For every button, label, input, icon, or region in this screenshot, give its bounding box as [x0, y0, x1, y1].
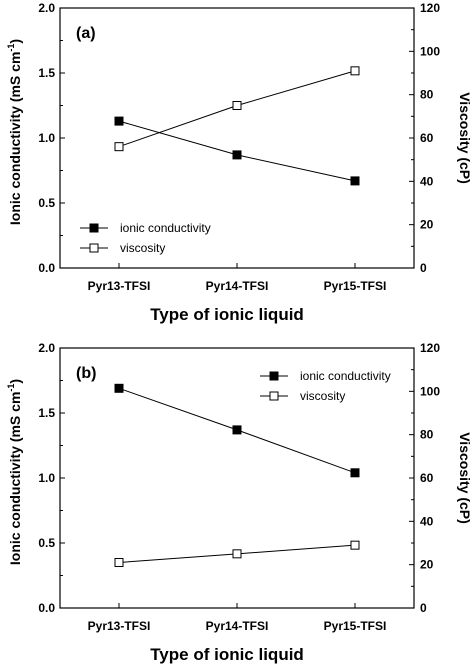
x-tick-label: Pyr13-TFSI: [88, 279, 151, 293]
legend: ionic conductivity viscosity: [260, 369, 391, 403]
data-point-viscosity: [114, 142, 124, 152]
y-tick-label: 0.5: [38, 196, 55, 210]
y2-tick-label: 20: [420, 558, 434, 572]
y-axis-label-text: Ionic conductivity (mS cm: [7, 52, 23, 225]
data-point-ionic-conductivity: [232, 425, 242, 435]
panel-label: (a): [76, 25, 96, 42]
y-axis-label-superscript: -1: [6, 384, 16, 392]
legend-label: viscosity: [120, 241, 165, 255]
y-tick-label: 0.0: [38, 261, 55, 275]
y-axis-label-text: Ionic conductivity (mS cm: [7, 392, 23, 565]
data-point-ionic-conductivity: [350, 176, 360, 186]
y-tick-label: 0.0: [38, 601, 55, 615]
y-axis-label-superscript: -1: [6, 44, 16, 52]
y-tick-label: 1.5: [38, 66, 55, 80]
legend: ionic conductivity viscosity: [80, 221, 211, 255]
y-axis-label: Ionic conductivity (mS cm-1): [6, 39, 23, 225]
x-tick-label: Pyr15-TFSI: [324, 619, 387, 633]
legend-label: ionic conductivity: [120, 221, 211, 235]
data-point-viscosity: [232, 101, 242, 110]
y-tick-label: 1.0: [38, 131, 55, 145]
x-tick-label: Pyr14-TFSI: [206, 279, 269, 293]
y2-tick-label: 100: [420, 44, 440, 58]
data-point-ionic-conductivity: [350, 468, 360, 478]
data-point-viscosity: [114, 558, 124, 567]
chart-panel-2: 0.0 0.5 1.0 1.5 2.0 0 20 40 60 80 100 120 Pyr13-TFSI…: [6, 341, 473, 664]
y-tick-label: 1.5: [38, 406, 55, 420]
data-point-viscosity: [350, 66, 360, 76]
y2-axis-label: Viscosity (cP): [457, 432, 473, 524]
y2-tick-label: 60: [420, 131, 434, 145]
legend-marker: [269, 391, 279, 401]
legend-label: viscosity: [300, 389, 345, 403]
legend-marker: [269, 371, 279, 381]
y-axis-label: Ionic conductivity (mS cm-1): [6, 379, 23, 565]
y2-tick-label: 120: [420, 341, 440, 355]
y2-tick-label: 0: [420, 261, 427, 275]
data-point-ionic-conductivity: [114, 383, 124, 393]
y-axis-label-end: ): [7, 39, 23, 44]
y2-tick-label: 20: [420, 218, 434, 232]
y2-tick-label: 0: [420, 601, 427, 615]
y-tick-label: 2.0: [38, 341, 55, 355]
plot-frame: [59, 347, 415, 609]
y2-tick-label: 80: [420, 88, 434, 102]
y-tick-label: 0.5: [38, 536, 55, 550]
y-axis-label-end: ): [7, 379, 23, 384]
y2-tick-label: 100: [420, 384, 440, 398]
y2-tick-label: 40: [420, 514, 434, 528]
data-point-ionic-conductivity: [232, 150, 242, 160]
x-tick-label: Pyr13-TFSI: [88, 619, 151, 633]
data-point-viscosity: [232, 549, 242, 559]
y2-tick-label: 120: [420, 1, 440, 15]
data-point-viscosity: [350, 540, 360, 550]
x-tick-label: Pyr15-TFSI: [324, 279, 387, 293]
y-tick-label: 2.0: [38, 1, 55, 15]
x-tick-label: Pyr14-TFSI: [206, 619, 269, 633]
chart-panel-1: 0.0 0.5 1.0 1.5 2.0 0 20 40 60 80 100 120 Pyr13-TFSI…: [6, 1, 473, 324]
legend-marker: [89, 243, 99, 253]
legend-label: ionic conductivity: [300, 369, 391, 383]
x-axis-label: Type of ionic liquid: [150, 645, 304, 664]
plot-frame: [59, 7, 415, 269]
legend-marker: [89, 223, 99, 233]
data-point-ionic-conductivity: [114, 116, 124, 126]
y-tick-label: 1.0: [38, 471, 55, 485]
y2-tick-label: 80: [420, 428, 434, 442]
panel-label: (b): [76, 365, 96, 382]
y2-axis-label: Viscosity (cP): [457, 92, 473, 184]
y2-tick-label: 60: [420, 471, 434, 485]
x-axis-label: Type of ionic liquid: [150, 305, 304, 324]
y2-tick-label: 40: [420, 174, 434, 188]
